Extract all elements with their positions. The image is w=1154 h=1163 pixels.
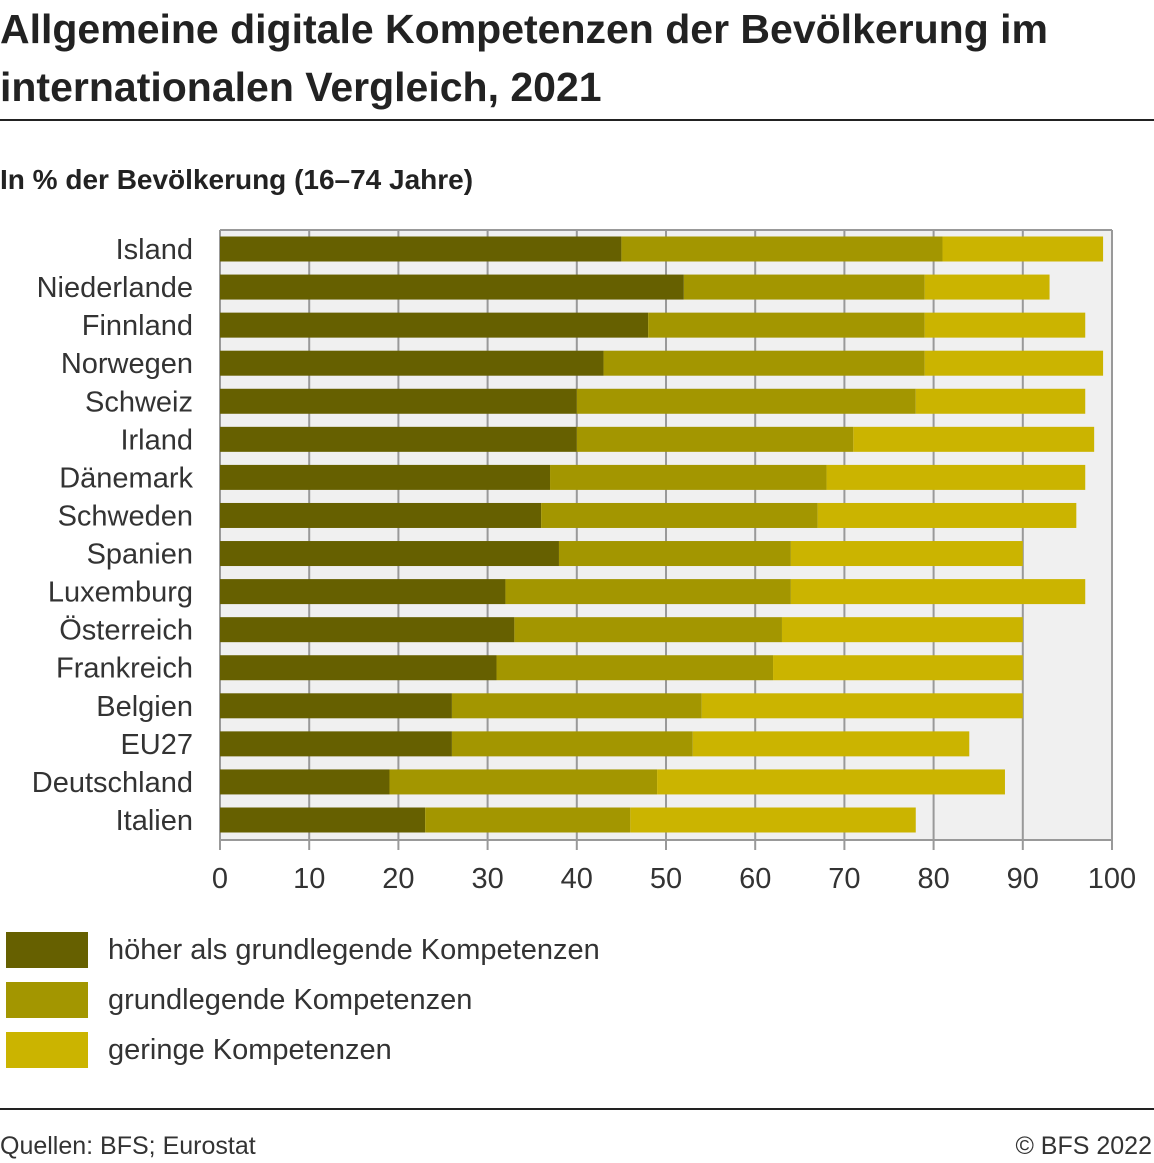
bar-segment-high xyxy=(220,769,390,795)
bar-segment-high xyxy=(220,426,577,452)
bar-chart: 0 10 20 30 40 50 60 70 80 90 100 Island Niederlande F… xyxy=(32,229,1136,895)
chart-title: Allgemeine digitale Kompetenzen der Bevö… xyxy=(0,6,1049,110)
legend: höher als grundlegende Kompetenzen grundl… xyxy=(6,925,600,1075)
category-label: Finnland xyxy=(82,310,193,342)
bar-segment-high xyxy=(220,312,649,338)
category-label: Niederlande xyxy=(37,272,193,304)
legend-item: grundlegende Kompetenzen xyxy=(6,975,600,1025)
bar-segment-high xyxy=(220,617,515,643)
category-label: Italien xyxy=(116,805,193,837)
x-tick-label: 80 xyxy=(917,863,949,895)
x-tick-label: 100 xyxy=(1088,863,1136,895)
x-tick-label: 60 xyxy=(739,863,771,895)
category-label: Frankreich xyxy=(56,653,193,685)
x-tick-label: 50 xyxy=(650,863,682,895)
bar-segment-basic xyxy=(496,655,774,681)
title-divider xyxy=(0,119,1154,121)
legend-swatch xyxy=(6,932,88,968)
legend-label: höher als grundlegende Kompetenzen xyxy=(108,933,600,966)
bar-segment-basic xyxy=(389,769,658,795)
copyright: © BFS 2022 xyxy=(1015,1132,1152,1160)
x-tick-label: 70 xyxy=(828,863,860,895)
bar-segment-low xyxy=(773,655,1023,681)
bar-segment-low xyxy=(630,807,916,833)
legend-label: geringe Kompetenzen xyxy=(108,1033,392,1066)
bar-segment-high xyxy=(220,579,506,605)
bar-segment-high xyxy=(220,350,604,376)
legend-swatch xyxy=(6,982,88,1018)
bar-segment-high xyxy=(220,693,452,719)
bar-segment-basic xyxy=(505,579,791,605)
category-label: Deutschland xyxy=(32,767,193,799)
bar-segment-basic xyxy=(576,388,916,414)
bar-segment-low xyxy=(817,502,1077,528)
chart-subtitle: In % der Bevölkerung (16–74 Jahre) xyxy=(0,164,474,195)
x-tick-label: 90 xyxy=(1007,863,1039,895)
bar-segment-basic xyxy=(425,807,631,833)
category-label: Island xyxy=(116,234,193,266)
bar-segment-basic xyxy=(683,274,925,300)
bar-segment-basic xyxy=(558,541,791,567)
bar-segment-high xyxy=(220,807,426,833)
source-note: Quellen: BFS; Eurostat xyxy=(0,1132,256,1160)
x-tick-label: 20 xyxy=(382,863,414,895)
x-tick-label: 10 xyxy=(293,863,325,895)
category-label: Dänemark xyxy=(59,462,193,494)
bar-segment-low xyxy=(924,312,1086,338)
x-tick-label: 40 xyxy=(561,863,593,895)
bar-segment-high xyxy=(220,388,577,414)
legend-swatch xyxy=(6,1032,88,1068)
bar-segment-high xyxy=(220,731,452,757)
legend-label: grundlegende Kompetenzen xyxy=(108,983,473,1016)
bar-segment-low xyxy=(826,464,1086,490)
bar-segment-low xyxy=(692,731,970,757)
bar-segment-basic xyxy=(648,312,925,338)
bar-segment-low xyxy=(924,350,1104,376)
x-tick-label: 30 xyxy=(471,863,503,895)
bar-segment-basic xyxy=(621,236,943,262)
bar-segment-low xyxy=(790,541,1023,567)
footer-divider xyxy=(0,1108,1154,1110)
bar-segment-low xyxy=(942,236,1104,262)
bar-segment-high xyxy=(220,655,497,681)
category-label: Spanien xyxy=(87,539,193,571)
bar-segment-high xyxy=(220,541,559,567)
category-label: Schweiz xyxy=(85,386,193,418)
bar-segment-basic xyxy=(576,426,854,452)
legend-item: höher als grundlegende Kompetenzen xyxy=(6,925,600,975)
bar-segment-basic xyxy=(603,350,925,376)
bar-segment-low xyxy=(657,769,1005,795)
bar-segment-low xyxy=(781,617,1023,643)
bar-segment-low xyxy=(790,579,1086,605)
bar-segment-low xyxy=(701,693,1023,719)
category-label: Belgien xyxy=(96,691,193,723)
legend-item: geringe Kompetenzen xyxy=(6,1025,600,1075)
bar-segment-high xyxy=(220,464,551,490)
category-label: Norwegen xyxy=(61,348,193,380)
category-label: Schweden xyxy=(58,500,193,532)
bar-segment-high xyxy=(220,502,542,528)
x-tick-label: 0 xyxy=(212,863,228,895)
category-label: Luxemburg xyxy=(48,577,193,609)
category-label: Irland xyxy=(120,424,193,456)
bar-segment-high xyxy=(220,236,622,262)
bar-segment-high xyxy=(220,274,684,300)
bar-segment-basic xyxy=(550,464,827,490)
bar-segment-low xyxy=(853,426,1095,452)
bar-segment-basic xyxy=(541,502,818,528)
bar-segment-basic xyxy=(514,617,782,643)
bar-segment-basic xyxy=(451,731,693,757)
category-label: Österreich xyxy=(59,615,193,647)
bar-segment-low xyxy=(924,274,1050,300)
bar-segment-basic xyxy=(451,693,702,719)
category-label: EU27 xyxy=(120,729,193,761)
bar-segment-low xyxy=(915,388,1086,414)
